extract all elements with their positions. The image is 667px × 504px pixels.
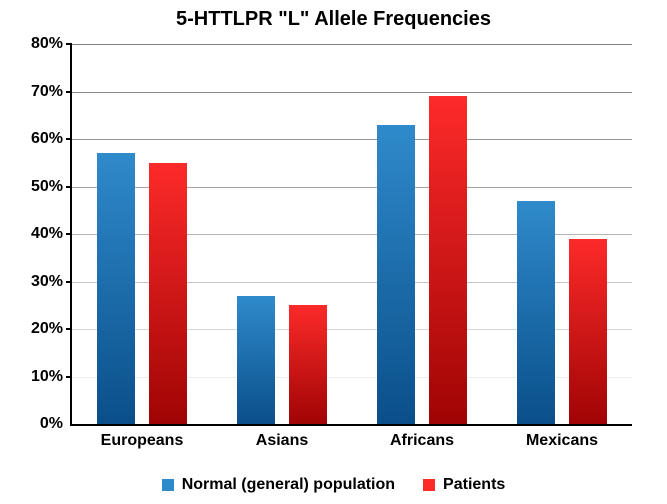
x-axis-label: Europeans: [72, 432, 212, 450]
bar: [97, 153, 135, 424]
y-axis-label: 20%: [13, 320, 63, 338]
y-axis-label: 70%: [13, 83, 63, 101]
y-axis-label: 30%: [13, 273, 63, 291]
bar: [237, 296, 275, 424]
y-axis-label: 80%: [13, 35, 63, 53]
legend-item: Patients: [423, 476, 505, 494]
legend-item: Normal (general) population: [162, 476, 395, 494]
category-group: Europeans: [72, 44, 212, 424]
bar: [569, 239, 607, 424]
legend-label: Patients: [443, 476, 505, 493]
legend-swatch: [162, 479, 174, 491]
y-axis-label: 60%: [13, 130, 63, 148]
category-group: Mexicans: [492, 44, 632, 424]
bar: [429, 96, 467, 424]
category-group: Africans: [352, 44, 492, 424]
bar: [149, 163, 187, 424]
bar: [517, 201, 555, 424]
y-axis-label: 50%: [13, 178, 63, 196]
x-axis-label: Mexicans: [492, 432, 632, 450]
legend: Normal (general) population Patients: [0, 476, 667, 494]
legend-label: Normal (general) population: [182, 476, 395, 493]
x-axis-label: Asians: [212, 432, 352, 450]
category-group: Asians: [212, 44, 352, 424]
y-axis-label: 0%: [13, 415, 63, 433]
legend-swatch: [423, 479, 435, 491]
x-axis-label: Africans: [352, 432, 492, 450]
y-axis-label: 40%: [13, 225, 63, 243]
bar: [377, 125, 415, 424]
bar: [289, 305, 327, 424]
plot-area: EuropeansAsiansAfricansMexicans: [70, 44, 632, 426]
chart-container: 5-HTTLPR "L" Allele Frequencies European…: [0, 0, 667, 504]
y-axis-label: 10%: [13, 368, 63, 386]
chart-title: 5-HTTLPR "L" Allele Frequencies: [0, 8, 667, 31]
